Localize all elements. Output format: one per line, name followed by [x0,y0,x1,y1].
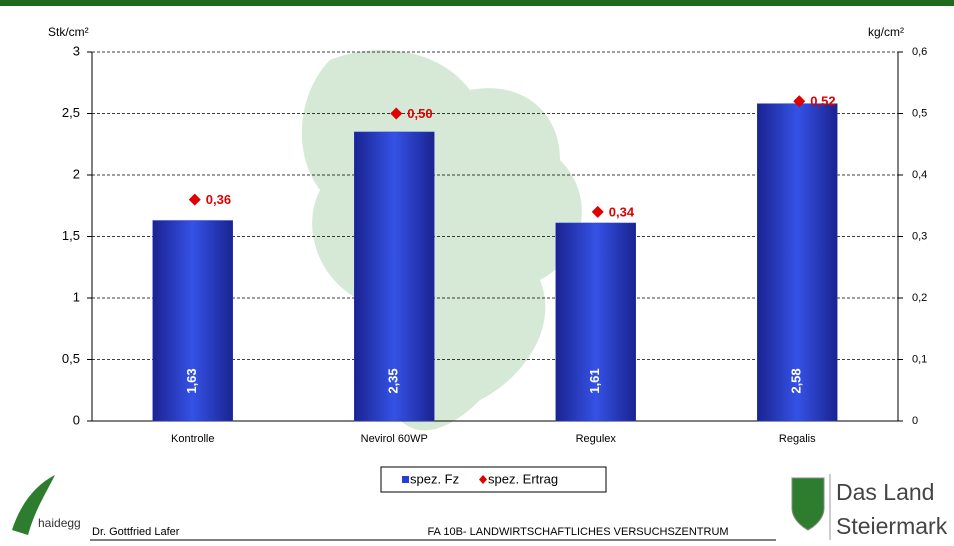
x-tick-label: Regulex [576,433,617,445]
top-bar [0,0,954,6]
x-tick-label: Nevirol 60WP [361,433,428,445]
x-tick-label: Kontrolle [171,433,214,445]
marker-value-label: 0,36 [206,192,231,207]
logo-left-text: haidegg [38,516,81,530]
y2-tick-label: 0 [912,415,918,427]
legend-box [380,466,607,493]
y-tick-label: 2 [73,166,80,181]
bar [354,131,435,422]
legend-swatch [402,476,409,483]
y-tick-label: 0 [73,412,80,427]
watermark [301,50,582,431]
footer-center: FA 10B- LANDWIRTSCHAFTLICHES VERSUCHSZEN… [427,526,728,538]
marker [591,205,604,218]
marker [390,107,403,120]
marker-value-label: 0,34 [609,204,635,219]
coat-of-arms [791,477,825,531]
marker-value-label: 0,50 [407,106,432,121]
y2-tick-label: 0,5 [912,107,927,119]
logo-left [12,475,55,535]
y-tick-label: 1 [73,289,80,304]
y2-tick-label: 0,3 [912,230,927,242]
marker-value-label: 0,52 [810,94,835,109]
bar [555,222,636,422]
x-tick-label: Regalis [779,433,816,445]
bar-value-label: 2,35 [386,368,401,393]
logo-right-1: Das Land [836,479,934,505]
legend-swatch [479,475,487,484]
bar [152,220,233,422]
legend-label: spez. Ertrag [488,471,558,486]
y2-tick-label: 0,2 [912,292,927,304]
bar-value-label: 1,61 [587,368,602,393]
marker [188,193,201,206]
bar-value-label: 2,58 [789,368,804,393]
y-tick-label: 2,5 [62,105,80,120]
y-axis-label: Stk/cm² [48,25,89,39]
y2-axis-label: kg/cm² [868,25,904,39]
bar-value-label: 1,63 [184,368,199,393]
y-tick-label: 0,5 [62,351,80,366]
y-tick-label: 3 [73,43,80,58]
y2-tick-label: 0,4 [912,169,927,181]
author: Dr. Gottfried Lafer [92,526,180,538]
marker [793,95,806,108]
y-tick-label: 1,5 [62,228,80,243]
logo-right-2: Steiermark [836,513,948,539]
legend-label: spez. Fz [410,471,459,486]
y2-tick-label: 0,1 [912,353,927,365]
y2-tick-label: 0,6 [912,46,927,58]
